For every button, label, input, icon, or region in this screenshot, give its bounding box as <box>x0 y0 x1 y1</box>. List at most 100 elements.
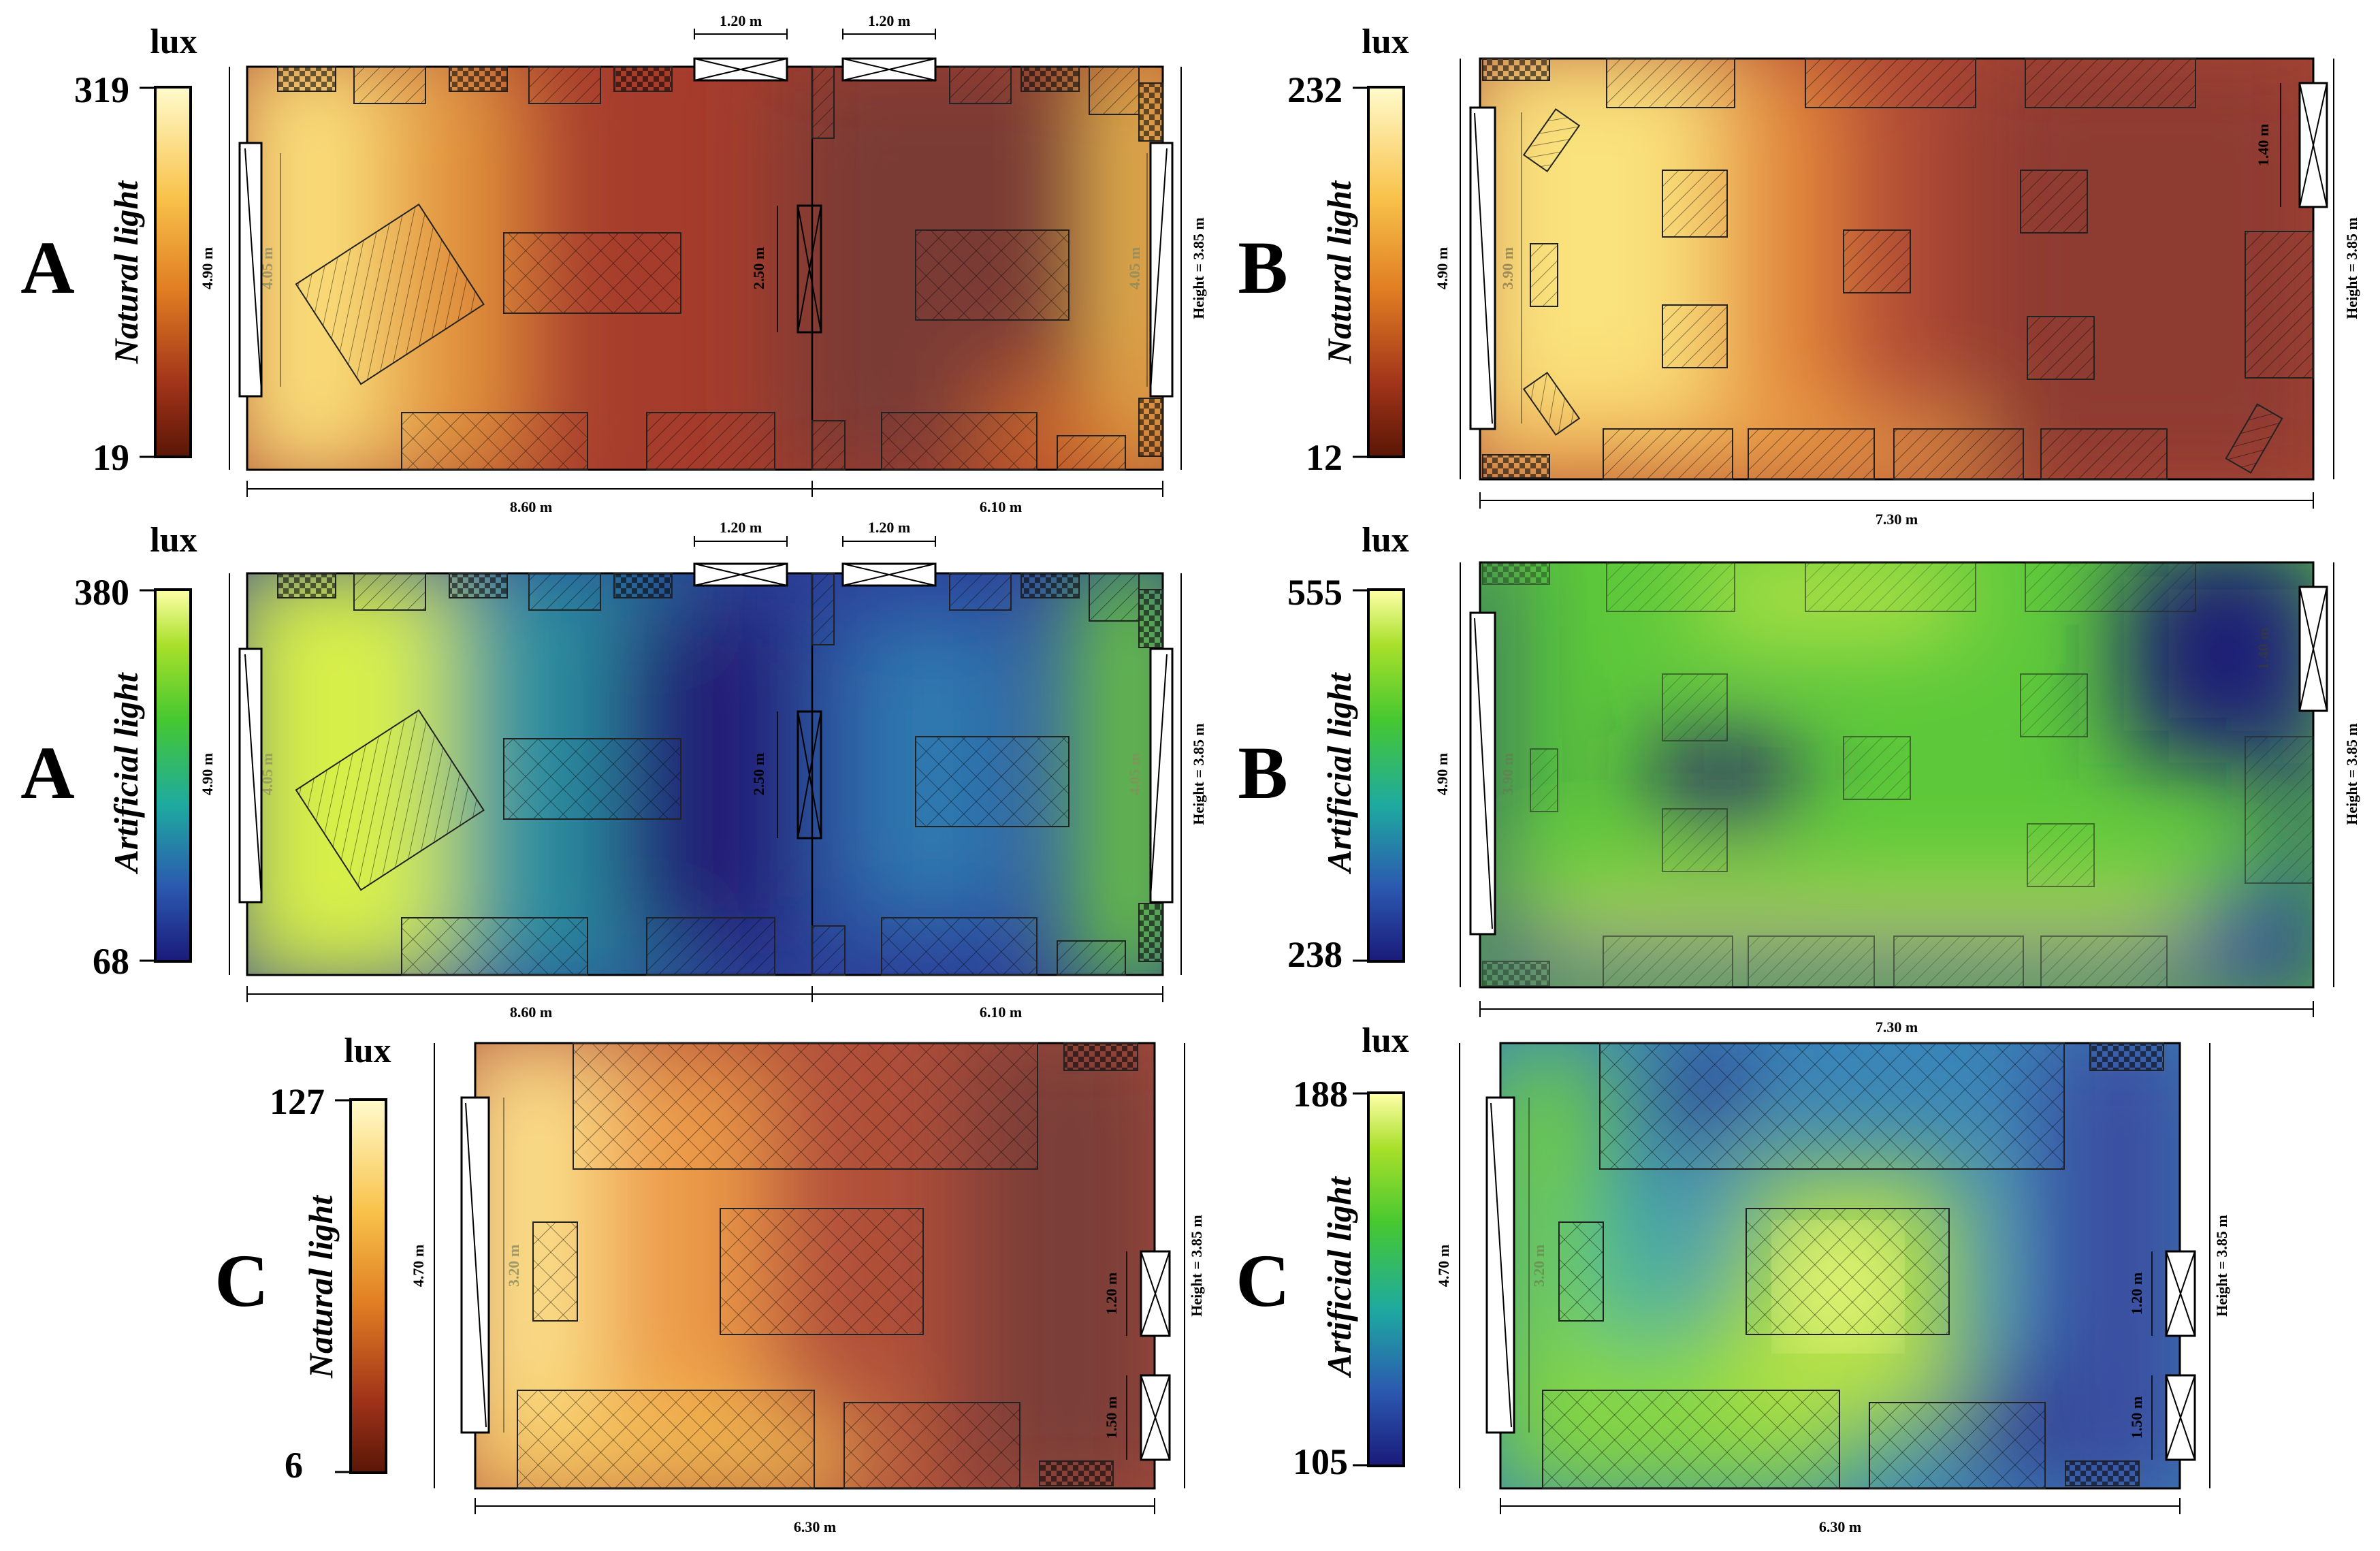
colorbar-title: Artificial light <box>107 671 145 874</box>
svg-text:3.90 m: 3.90 m <box>1499 247 1516 289</box>
colorbar-max: 319 <box>74 69 129 110</box>
row-label: A <box>20 226 74 309</box>
colorbar-max: 380 <box>74 572 129 613</box>
windows <box>1469 82 2328 430</box>
colorbar <box>349 1098 387 1474</box>
colorbar-min: 238 <box>1287 934 1342 975</box>
dimensions: 4.90 m 3.90 m 1.40 m Height = 3.85 m 7.3… <box>1434 59 2360 528</box>
colorbar-unit: lux <box>150 521 197 560</box>
svg-text:1.50 m: 1.50 m <box>1103 1396 1120 1439</box>
colorbar <box>154 86 192 458</box>
svg-text:4.90 m: 4.90 m <box>1434 753 1451 795</box>
svg-text:2.50 m: 2.50 m <box>750 753 767 795</box>
colorbar-min: 12 <box>1306 437 1342 478</box>
colorbar-max: 232 <box>1287 69 1342 110</box>
colorbar <box>1367 1091 1405 1467</box>
dimensions: 4.90 m 3.90 m 1.40 m Height = 3.85 m 7.3… <box>1434 562 2360 1036</box>
panel-b-artificial: B lux 555 238 Artificial light <box>1238 521 2360 1036</box>
svg-text:4.90 m: 4.90 m <box>1434 247 1451 289</box>
colorbar-min: 68 <box>93 941 129 982</box>
svg-text:3.90 m: 3.90 m <box>1499 753 1516 795</box>
svg-text:4.70 m: 4.70 m <box>1435 1245 1452 1287</box>
colorbar-title: Natural light <box>107 180 145 364</box>
panel-c-natural: C lux 127 6 Natural light <box>214 1032 1205 1535</box>
svg-text:1.20 m: 1.20 m <box>868 12 910 29</box>
svg-text:6.10 m: 6.10 m <box>980 1004 1022 1021</box>
colorbar-max: 188 <box>1293 1074 1348 1115</box>
colorbar-max: 555 <box>1287 572 1342 613</box>
colorbar-min: 19 <box>93 437 129 478</box>
colorbar <box>1367 86 1405 458</box>
row-label: C <box>214 1239 268 1322</box>
row-label: C <box>1236 1239 1289 1322</box>
svg-text:Height = 3.85 m: Height = 3.85 m <box>2343 723 2360 825</box>
colorbar <box>154 588 192 963</box>
svg-text:1.20 m: 1.20 m <box>720 519 762 536</box>
svg-text:Height = 3.85 m: Height = 3.85 m <box>1190 723 1207 825</box>
colorbar-unit: lux <box>344 1032 391 1070</box>
heatmap <box>1480 59 2313 479</box>
svg-text:1.20 m: 1.20 m <box>1103 1273 1120 1315</box>
svg-text:8.60 m: 8.60 m <box>510 498 552 515</box>
windows <box>238 562 1174 904</box>
panel-c-artificial: C lux 188 105 Artificial light <box>1236 1021 2230 1535</box>
windows <box>238 57 1174 398</box>
panel-a-artificial: A lux 380 68 Artificial light <box>20 519 1207 1021</box>
svg-text:1.40 m: 1.40 m <box>2255 628 2272 670</box>
svg-text:Height = 3.85 m: Height = 3.85 m <box>2343 217 2360 319</box>
dimensions: 1.20 m 1.20 m 4.90 m 4.05 m 2.50 m 4.05 … <box>199 519 1207 1021</box>
furniture <box>1482 562 2314 988</box>
windows <box>1469 586 2328 936</box>
svg-text:4.05 m: 4.05 m <box>1126 247 1143 289</box>
svg-text:3.20 m: 3.20 m <box>1530 1245 1547 1287</box>
svg-text:4.05 m: 4.05 m <box>259 753 276 795</box>
svg-text:4.70 m: 4.70 m <box>410 1245 427 1287</box>
svg-text:3.20 m: 3.20 m <box>505 1245 522 1287</box>
colorbar-title: Natural light <box>1320 180 1358 364</box>
svg-text:6.30 m: 6.30 m <box>794 1518 836 1535</box>
svg-text:1.40 m: 1.40 m <box>2255 124 2272 166</box>
svg-text:Height = 3.85 m: Height = 3.85 m <box>1190 217 1207 319</box>
colorbar <box>1367 588 1405 963</box>
row-label: A <box>20 731 74 814</box>
panel-a-natural: A lux 319 19 Natural light <box>20 12 1207 515</box>
furniture <box>1482 58 2314 480</box>
colorbar-title: Artificial light <box>1320 1175 1358 1378</box>
colorbar-title: Artificial light <box>1320 671 1358 874</box>
colorbar-unit: lux <box>1362 1021 1409 1060</box>
row-label: B <box>1238 226 1287 309</box>
row-label: B <box>1238 731 1287 814</box>
furniture <box>1542 1042 2164 1489</box>
windows <box>1485 1096 2196 1461</box>
svg-text:2.50 m: 2.50 m <box>750 247 767 289</box>
dimensions: 1.20 m 1.20 m 4.90 m 4.05 m 2.50 m 4.05 … <box>199 12 1207 515</box>
svg-text:1.20 m: 1.20 m <box>868 519 910 536</box>
svg-text:8.60 m: 8.60 m <box>510 1004 552 1021</box>
dimensions: 4.70 m 3.20 m 1.20 m 1.50 m Height = 3.8… <box>410 1043 1205 1535</box>
furniture <box>277 573 1163 976</box>
colorbar-max: 127 <box>270 1081 325 1122</box>
colorbar-unit: lux <box>150 22 197 61</box>
colorbar-unit: lux <box>1362 521 1409 560</box>
svg-text:4.90 m: 4.90 m <box>199 753 216 795</box>
panel-b-natural: B lux 232 12 Natural light <box>1238 22 2360 528</box>
colorbar-min: 105 <box>1293 1441 1348 1482</box>
svg-text:1.20 m: 1.20 m <box>2128 1273 2145 1315</box>
svg-text:Height = 3.85 m: Height = 3.85 m <box>2213 1215 2230 1316</box>
colorbar-min: 6 <box>285 1445 303 1486</box>
svg-text:7.30 m: 7.30 m <box>1876 1019 1918 1036</box>
svg-text:1.20 m: 1.20 m <box>720 12 762 29</box>
heatmap <box>1480 562 2313 987</box>
furniture <box>517 1042 1138 1489</box>
svg-text:Height = 3.85 m: Height = 3.85 m <box>1188 1215 1205 1316</box>
colorbar-unit: lux <box>1362 22 1409 61</box>
svg-text:6.30 m: 6.30 m <box>1819 1518 1861 1535</box>
svg-text:4.05 m: 4.05 m <box>259 247 276 289</box>
svg-text:1.50 m: 1.50 m <box>2128 1396 2145 1439</box>
svg-text:6.10 m: 6.10 m <box>980 498 1022 515</box>
windows <box>460 1096 1171 1461</box>
svg-text:4.90 m: 4.90 m <box>199 247 216 289</box>
colorbar-title: Natural light <box>302 1194 340 1379</box>
svg-text:4.05 m: 4.05 m <box>1126 753 1143 795</box>
